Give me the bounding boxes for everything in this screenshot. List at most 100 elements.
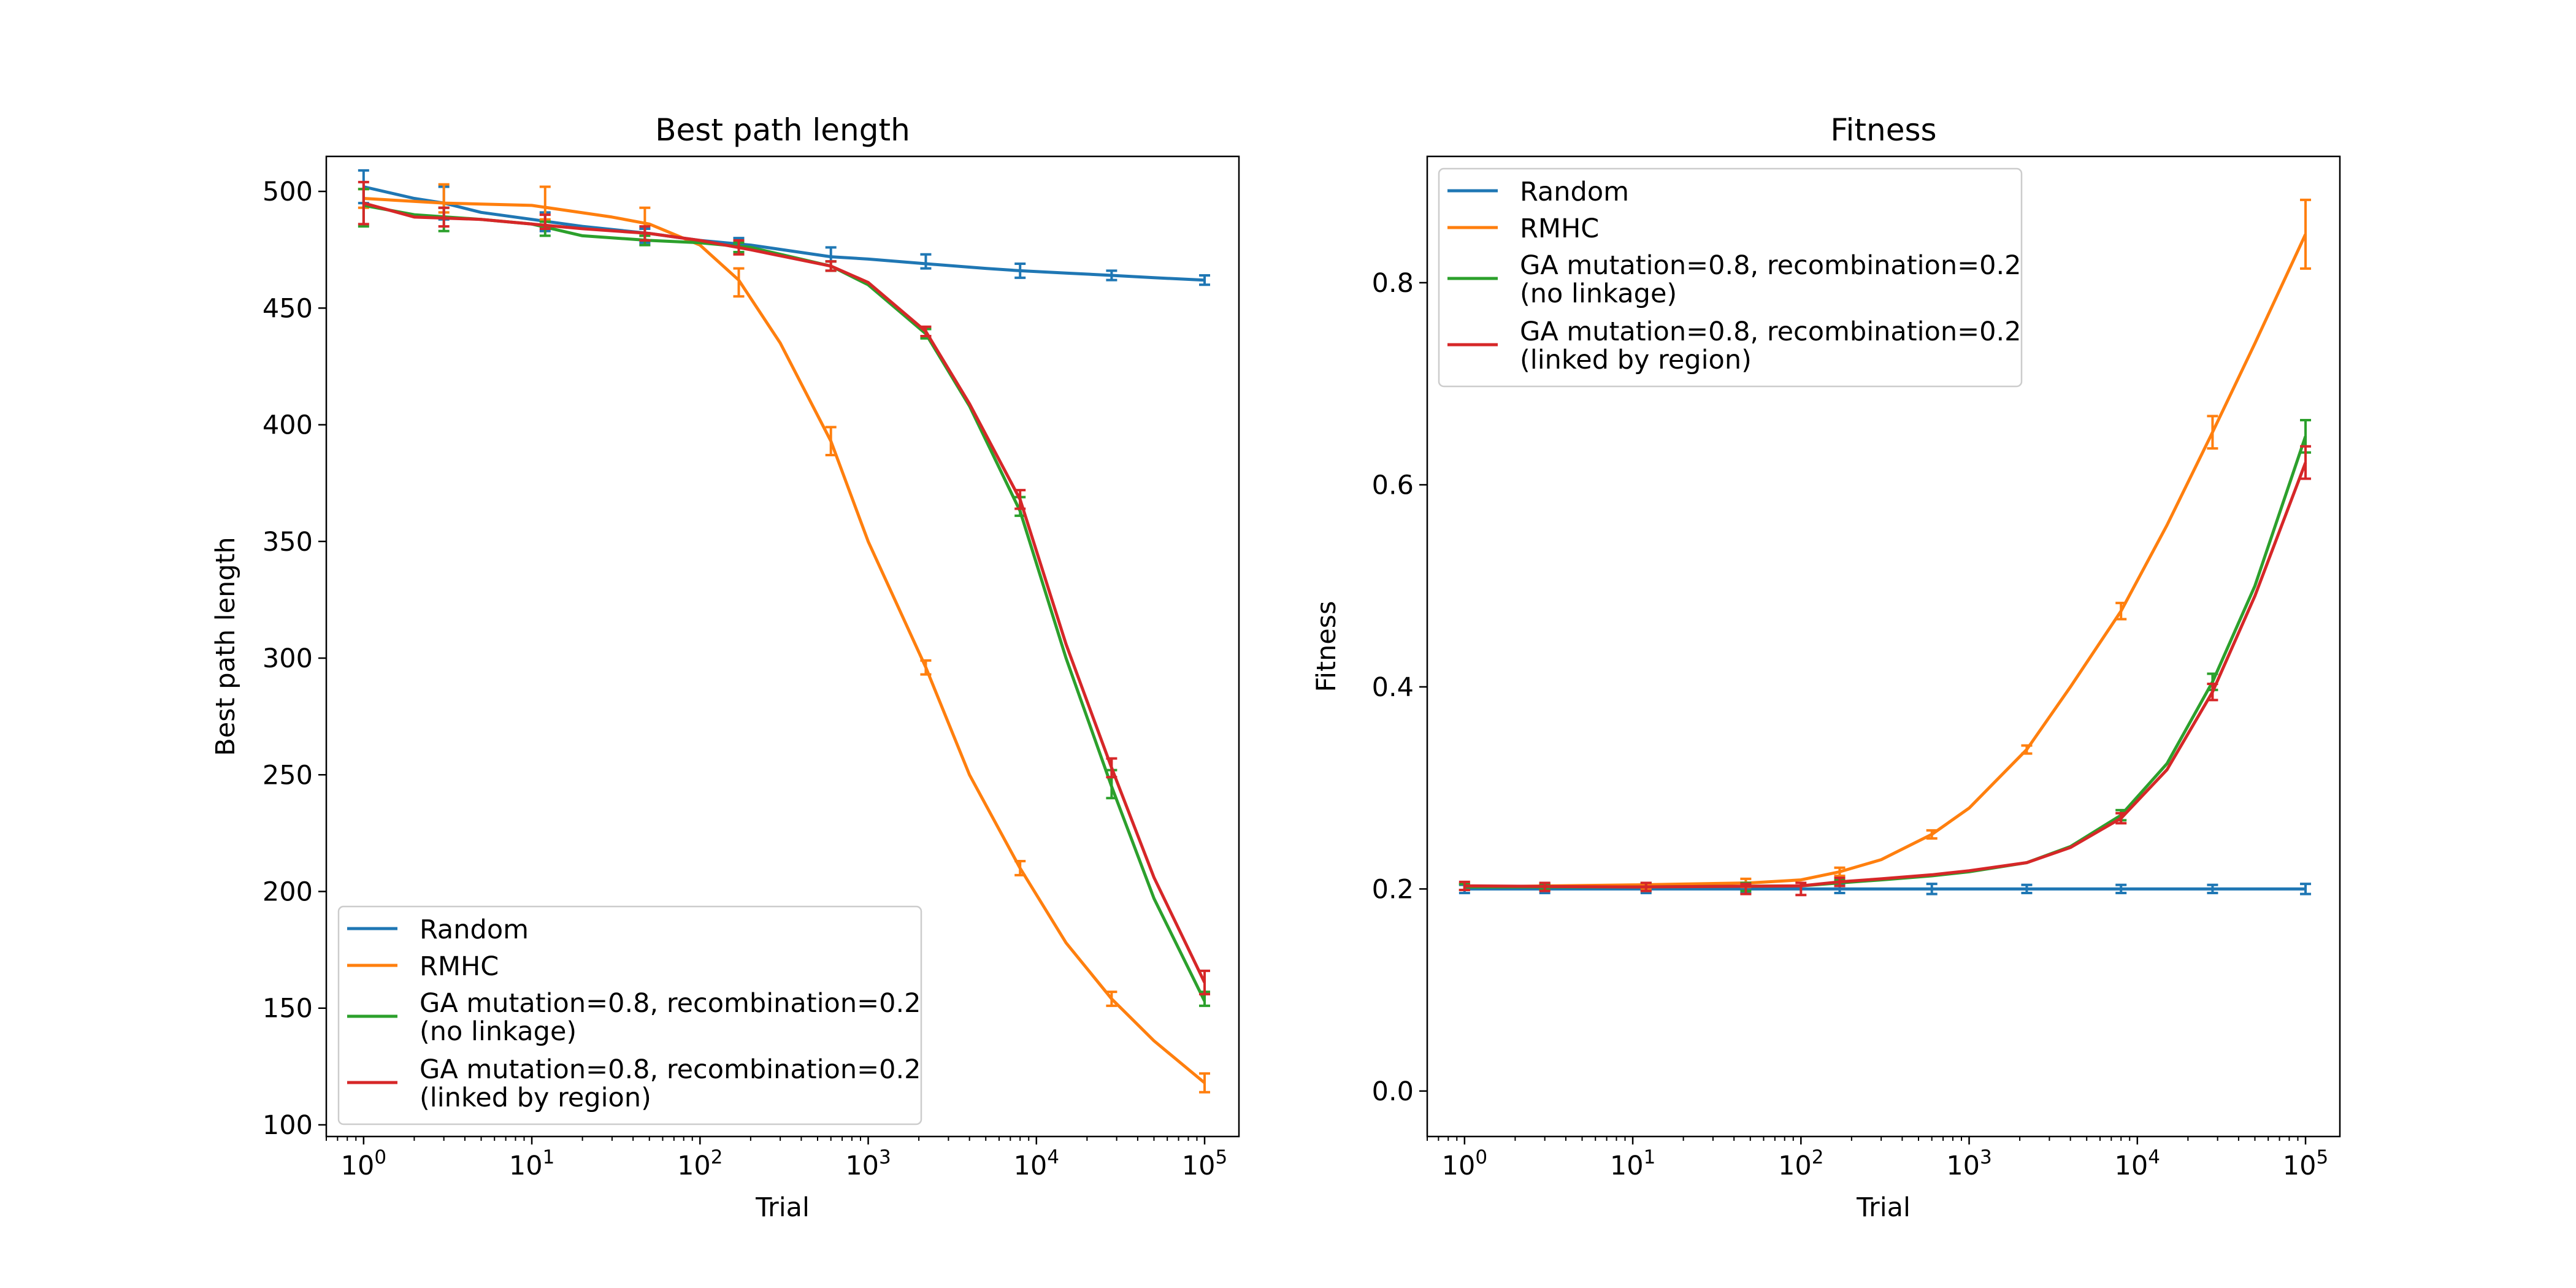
series-line-ga-mutation-0-8-recombination-0-2-linked-by-region bbox=[1464, 462, 2307, 889]
legend-label: RMHC bbox=[1520, 213, 1599, 244]
legend: Random RMHC GA mutation=0.8, recombination… bbox=[337, 905, 922, 1125]
x-tick-label: 105 bbox=[2283, 1146, 2328, 1181]
legend-label: GA mutation=0.8, recombination=0.2 bbox=[420, 1054, 921, 1085]
error-bar-ga-mutation-0-8-recombination-0-2-linked-by-region bbox=[2207, 682, 2218, 702]
x-tick-label: 100 bbox=[341, 1146, 386, 1181]
x-tick-label: 102 bbox=[1778, 1146, 1823, 1181]
chart-title: Fitness bbox=[1830, 112, 1936, 148]
error-bar-rmhc bbox=[920, 659, 932, 676]
error-bar-ga-mutation-0-8-recombination-0-2-linked-by-region bbox=[825, 260, 837, 272]
y-tick-label: 0.8 bbox=[1372, 268, 1414, 299]
error-bar-rmhc bbox=[1834, 866, 1846, 877]
chart-fitness: Fitness Trial Fitness 100 101 102 103 104 105 0.0… bbox=[1311, 112, 2341, 1223]
legend-label: (no linkage) bbox=[420, 1016, 577, 1047]
y-tick-label: 400 bbox=[263, 410, 313, 441]
error-bar-ga-mutation-0-8-recombination-0-2-linked-by-region bbox=[1199, 969, 1211, 995]
y-tick-label: 0.0 bbox=[1372, 1076, 1414, 1107]
error-bar-rmhc bbox=[1014, 860, 1026, 876]
error-bar-ga-mutation-0-8-recombination-0-2-linked-by-region bbox=[1459, 880, 1470, 892]
x-tick-label: 104 bbox=[1014, 1146, 1059, 1181]
x-tick-label: 104 bbox=[2115, 1146, 2160, 1181]
legend-item-random: Random bbox=[347, 914, 529, 945]
error-bar-ga-mutation-0-8-recombination-0-2-linked-by-region bbox=[639, 225, 651, 242]
series-line-random bbox=[363, 185, 1205, 282]
error-bar-ga-mutation-0-8-recombination-0-2-linked-by-region bbox=[1539, 881, 1551, 892]
error-bar-rmhc bbox=[2300, 198, 2312, 270]
y-tick-label: 450 bbox=[263, 293, 313, 324]
error-bar-random bbox=[1199, 274, 1211, 286]
x-tick-label: 102 bbox=[677, 1146, 723, 1181]
error-bar-rmhc bbox=[825, 426, 837, 457]
error-bar-ga-mutation-0-8-recombination-0-2-linked-by-region bbox=[920, 325, 932, 337]
legend-item-ga-mutation-0-8-recombination-0-2-linked-by-region: GA mutation=0.8, recombination=0.2(linke… bbox=[1447, 316, 2022, 375]
error-bar-random bbox=[2115, 883, 2127, 894]
x-axis-label: Trial bbox=[755, 1192, 810, 1223]
y-axis-label: Fitness bbox=[1311, 601, 1342, 692]
error-bar-ga-mutation-0-8-recombination-0-2-linked-by-region bbox=[2115, 811, 2127, 825]
legend-item-ga-mutation-0-8-recombination-0-2-no-linkage: GA mutation=0.8, recombination=0.2(no li… bbox=[347, 988, 921, 1047]
error-bar-rmhc bbox=[2115, 602, 2127, 621]
legend-label: Random bbox=[420, 914, 529, 945]
legend-label: (linked by region) bbox=[420, 1083, 651, 1113]
chart-best-path-length: Best path length Trial Best path length 100… bbox=[210, 112, 1240, 1223]
legend-label: GA mutation=0.8, recombination=0.2 bbox=[1520, 316, 2022, 347]
legend-label: GA mutation=0.8, recombination=0.2 bbox=[420, 988, 921, 1019]
error-bar-ga-mutation-0-8-recombination-0-2-linked-by-region bbox=[438, 206, 450, 228]
legend-item-random: Random bbox=[1447, 177, 1629, 207]
error-bar-ga-mutation-0-8-recombination-0-2-linked-by-region bbox=[1740, 883, 1752, 895]
legend-item-ga-mutation-0-8-recombination-0-2-no-linkage: GA mutation=0.8, recombination=0.2(no li… bbox=[1447, 250, 2022, 309]
error-bar-rmhc bbox=[1199, 1072, 1211, 1094]
error-bar-random bbox=[2207, 883, 2218, 894]
y-tick-label: 0.4 bbox=[1372, 672, 1414, 703]
y-tick-label: 500 bbox=[263, 177, 313, 207]
y-tick-label: 250 bbox=[263, 760, 313, 791]
chart-title: Best path length bbox=[655, 112, 910, 148]
legend-item-rmhc: RMHC bbox=[347, 951, 499, 982]
axes-frame bbox=[325, 155, 1240, 1138]
error-bar-ga-mutation-0-8-recombination-0-2-linked-by-region bbox=[1014, 489, 1026, 510]
x-tick-label: 101 bbox=[509, 1146, 554, 1181]
error-bar-ga-mutation-0-8-recombination-0-2-linked-by-region bbox=[1834, 876, 1846, 887]
error-bar-ga-mutation-0-8-recombination-0-2-linked-by-region bbox=[539, 213, 551, 230]
error-bar-ga-mutation-0-8-recombination-0-2-linked-by-region bbox=[2300, 445, 2312, 480]
x-tick-label: 105 bbox=[1182, 1146, 1227, 1181]
y-tick-label: 200 bbox=[263, 877, 313, 908]
error-bar-rmhc bbox=[733, 267, 745, 298]
y-tick-label: 0.6 bbox=[1372, 470, 1414, 500]
series-line-rmhc bbox=[1464, 233, 2307, 889]
error-bar-random bbox=[2021, 883, 2033, 894]
plot-area bbox=[358, 169, 1211, 1094]
legend-frame bbox=[337, 905, 922, 1125]
legend-frame bbox=[1438, 167, 2023, 388]
legend: Random RMHC GA mutation=0.8, recombination… bbox=[1438, 167, 2023, 388]
legend-label: Random bbox=[1520, 177, 1629, 207]
error-bar-random bbox=[1106, 269, 1117, 282]
error-bar-ga-mutation-0-8-recombination-0-2-linked-by-region bbox=[733, 239, 745, 256]
legend-label: GA mutation=0.8, recombination=0.2 bbox=[1520, 250, 2022, 281]
axes-frame bbox=[1426, 155, 2341, 1138]
error-bar-ga-mutation-0-8-recombination-0-2-linked-by-region bbox=[1795, 881, 1807, 897]
error-bar-ga-mutation-0-8-recombination-0-2-linked-by-region bbox=[1640, 881, 1652, 892]
legend-item-ga-mutation-0-8-recombination-0-2-linked-by-region: GA mutation=0.8, recombination=0.2(linke… bbox=[347, 1054, 921, 1113]
y-axis-label: Best path length bbox=[210, 537, 241, 756]
y-tick-label: 350 bbox=[263, 527, 313, 558]
error-bar-ga-mutation-0-8-recombination-0-2-linked-by-region bbox=[358, 180, 369, 226]
legend-label: (linked by region) bbox=[1520, 345, 1752, 375]
x-tick-label: 103 bbox=[845, 1146, 891, 1181]
x-axis-label: Trial bbox=[1856, 1192, 1911, 1223]
error-bar-rmhc bbox=[1106, 991, 1117, 1007]
error-bar-random bbox=[1014, 263, 1026, 279]
error-bar-random bbox=[2300, 883, 2312, 895]
legend-label: RMHC bbox=[420, 951, 499, 982]
error-bar-rmhc bbox=[2207, 415, 2218, 450]
y-tick-label: 300 bbox=[263, 643, 313, 674]
x-tick-label: 101 bbox=[1610, 1146, 1655, 1181]
x-tick-label: 100 bbox=[1442, 1146, 1487, 1181]
legend-item-rmhc: RMHC bbox=[1447, 213, 1599, 244]
error-bar-random bbox=[920, 253, 932, 270]
plot-area bbox=[1459, 198, 2312, 897]
y-tick-label: 150 bbox=[263, 994, 313, 1024]
error-bar-random bbox=[1926, 883, 1938, 895]
y-tick-label: 0.2 bbox=[1372, 874, 1414, 905]
